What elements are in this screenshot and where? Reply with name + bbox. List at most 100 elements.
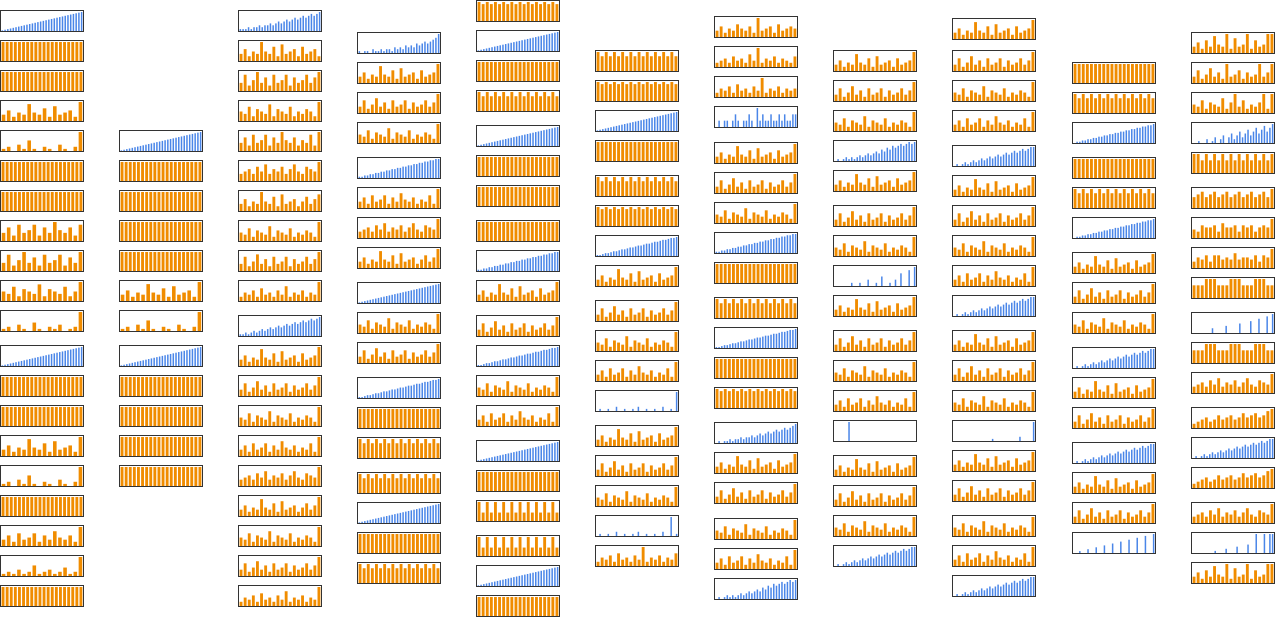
bar xyxy=(388,49,391,53)
bar xyxy=(637,245,640,256)
bar xyxy=(732,562,735,569)
bar xyxy=(719,532,723,539)
bar xyxy=(481,415,485,426)
bar xyxy=(424,225,428,238)
bar xyxy=(12,286,16,301)
bar xyxy=(842,186,846,191)
bar xyxy=(63,265,67,271)
bar-chart-panel xyxy=(357,532,441,554)
bar xyxy=(608,555,612,566)
bar xyxy=(1110,296,1114,303)
bar xyxy=(13,377,17,396)
bar xyxy=(379,251,382,268)
bar xyxy=(305,53,309,62)
bar xyxy=(789,534,793,539)
bar xyxy=(1250,225,1253,238)
bar xyxy=(1095,232,1097,238)
bar xyxy=(1233,38,1237,53)
bar xyxy=(264,330,266,336)
bar xyxy=(900,245,904,256)
bar xyxy=(871,186,875,191)
bar xyxy=(1236,446,1238,458)
bar xyxy=(42,192,46,211)
panel-frame xyxy=(476,405,560,427)
bar-chart-panel xyxy=(1191,152,1275,174)
bar xyxy=(1135,294,1138,303)
bar xyxy=(416,134,419,143)
bar xyxy=(407,290,410,303)
bar xyxy=(256,415,259,426)
bar xyxy=(260,263,263,272)
bar xyxy=(383,51,385,53)
bar xyxy=(134,362,136,366)
bar xyxy=(878,554,880,566)
bar xyxy=(1081,64,1085,83)
bar xyxy=(54,407,58,426)
bar xyxy=(785,496,789,503)
bar xyxy=(9,28,12,31)
bar xyxy=(535,132,537,146)
bar xyxy=(625,279,629,286)
bar xyxy=(972,160,975,166)
bar xyxy=(978,187,982,196)
bar xyxy=(71,72,75,91)
bar xyxy=(719,216,723,223)
bar xyxy=(1073,296,1077,303)
bar xyxy=(789,120,791,127)
bar xyxy=(878,153,880,161)
bar-chart-svg xyxy=(0,40,84,62)
bar xyxy=(1225,325,1227,334)
bar xyxy=(792,234,794,253)
bar xyxy=(781,236,783,253)
bar xyxy=(834,94,838,101)
bar xyxy=(1128,539,1130,553)
bar xyxy=(978,215,982,226)
bar xyxy=(243,539,247,546)
bar xyxy=(978,249,982,256)
bar xyxy=(629,82,633,101)
bar-chart-svg xyxy=(357,217,441,239)
bar-chart-svg xyxy=(357,157,441,179)
bar xyxy=(407,439,411,458)
bar xyxy=(752,303,756,318)
bar xyxy=(23,25,25,31)
bar xyxy=(59,162,62,181)
panel-frame xyxy=(833,50,917,72)
bar xyxy=(50,407,54,426)
bar xyxy=(662,531,664,536)
bar xyxy=(42,72,46,91)
bar-chart-panel xyxy=(476,30,560,52)
bar xyxy=(1031,207,1035,226)
bar xyxy=(432,328,436,333)
bar xyxy=(555,472,559,491)
bar xyxy=(63,148,67,151)
bar xyxy=(957,249,961,256)
bar xyxy=(167,139,169,151)
bar-chart-panel xyxy=(595,330,679,352)
bar xyxy=(361,176,363,178)
bar xyxy=(863,309,867,316)
bar xyxy=(621,249,623,256)
bar xyxy=(1098,231,1100,238)
bar xyxy=(172,353,175,366)
bar xyxy=(842,471,846,476)
bar xyxy=(1032,577,1035,596)
bar xyxy=(867,279,869,286)
bar xyxy=(983,590,986,596)
bar xyxy=(251,290,255,301)
panel-frame xyxy=(119,435,203,457)
bar xyxy=(1255,534,1257,553)
bar-chart-panel xyxy=(357,502,441,524)
panel-frame xyxy=(833,420,917,442)
bar xyxy=(22,539,26,546)
bar-chart-svg xyxy=(238,10,322,32)
bar xyxy=(294,17,296,31)
bar-chart-svg xyxy=(1072,377,1156,399)
bar xyxy=(499,45,501,51)
bar xyxy=(764,389,768,408)
bar xyxy=(125,290,130,301)
bar xyxy=(633,495,637,506)
bar xyxy=(71,377,75,396)
bar xyxy=(362,568,366,583)
bar xyxy=(169,138,172,151)
